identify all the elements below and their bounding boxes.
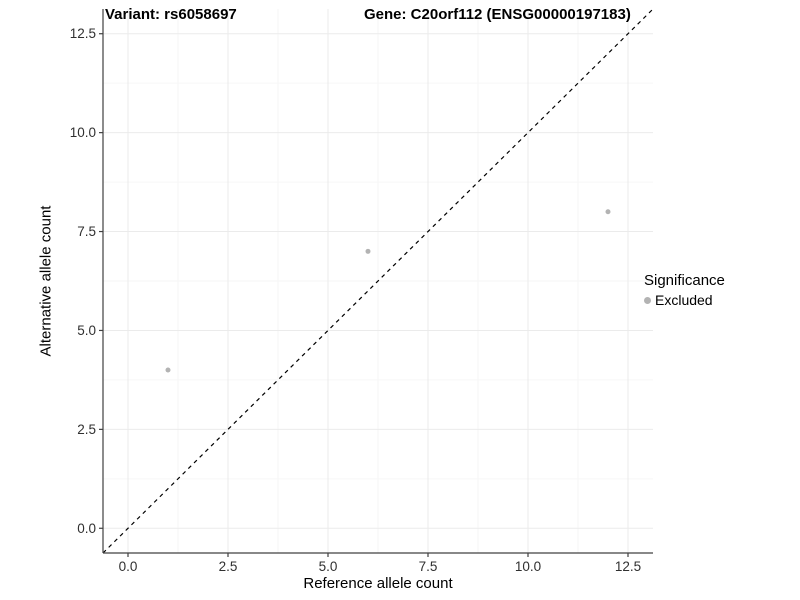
y-tick-label: 0.0 bbox=[77, 521, 96, 536]
legend: Significance Excluded bbox=[644, 272, 725, 308]
data-point bbox=[365, 248, 371, 254]
x-tick-label: 0.0 bbox=[119, 559, 138, 574]
legend-items: Excluded bbox=[644, 292, 725, 308]
x-tick-label: 12.5 bbox=[615, 559, 641, 574]
legend-item: Excluded bbox=[644, 292, 725, 308]
x-tick-label: 5.0 bbox=[319, 559, 338, 574]
y-tick-label: 12.5 bbox=[70, 26, 96, 41]
x-tick-label: 10.0 bbox=[515, 559, 541, 574]
x-axis-label: Reference allele count bbox=[303, 575, 453, 592]
plot-title-variant: Variant: rs6058697 bbox=[105, 6, 237, 23]
y-tick-label: 10.0 bbox=[70, 125, 96, 140]
legend-item-label: Excluded bbox=[655, 292, 713, 308]
y-tick-label: 7.5 bbox=[77, 224, 96, 239]
y-tick-label: 5.0 bbox=[77, 323, 96, 338]
data-point bbox=[165, 367, 171, 373]
identity-dashed-line bbox=[102, 8, 654, 554]
y-tick-label: 2.5 bbox=[77, 422, 96, 437]
x-tick-label: 2.5 bbox=[219, 559, 238, 574]
y-axis-label: Alternative allele count bbox=[37, 205, 55, 357]
legend-title: Significance bbox=[644, 272, 725, 289]
x-tick-label: 7.5 bbox=[419, 559, 438, 574]
data-point bbox=[605, 209, 611, 215]
legend-key-dot-icon bbox=[644, 296, 651, 304]
plot-title-gene: Gene: C20orf112 (ENSG00000197183) bbox=[364, 6, 631, 23]
